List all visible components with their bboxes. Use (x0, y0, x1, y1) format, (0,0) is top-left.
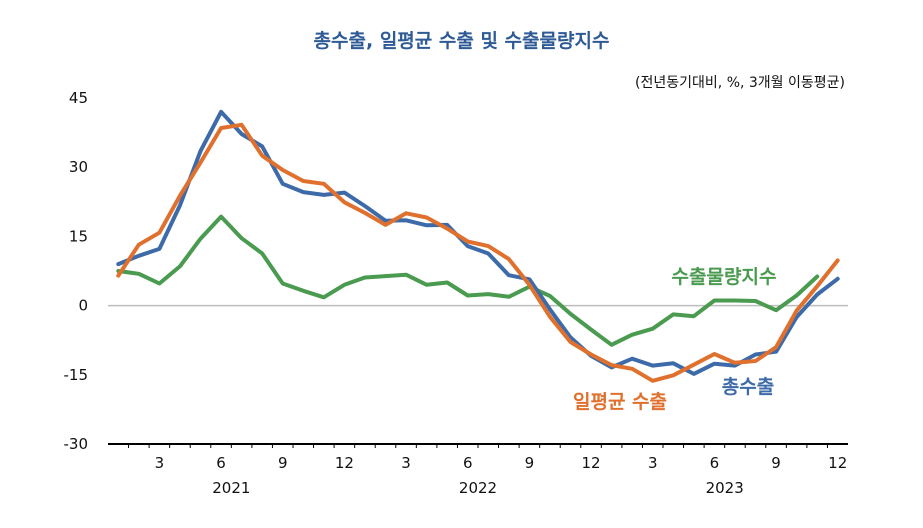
x-tick-label: 3 (155, 454, 165, 472)
x-tick-label: 6 (216, 454, 226, 472)
series-annotation: 수출물량지수 (672, 266, 777, 288)
y-tick-label: 15 (69, 227, 88, 245)
chart-subtitle: (전년동기대비, %, 3개월 이동평균) (635, 75, 845, 91)
year-label: 2021 (212, 479, 250, 497)
x-tick-label: 9 (771, 454, 781, 472)
x-tick-label: 3 (401, 454, 411, 472)
x-tick-label: 6 (710, 454, 720, 472)
y-tick-label: 0 (78, 297, 88, 315)
y-axis: 45 30 15 0 -15 -30 (64, 89, 848, 453)
y-tick-label: 30 (69, 158, 88, 176)
year-label: 2023 (706, 479, 744, 497)
y-tick-label: 45 (69, 89, 88, 107)
series-annotation: 총수출 (722, 376, 774, 398)
x-tick-label: 9 (278, 454, 288, 472)
year-label: 2022 (459, 479, 497, 497)
y-tick-label: -15 (64, 366, 89, 384)
x-tick-label: 9 (525, 454, 535, 472)
x-tick-label: 3 (648, 454, 658, 472)
x-tick-label: 12 (335, 454, 354, 472)
series-line-1 (116, 122, 840, 383)
x-tick-label: 6 (463, 454, 473, 472)
chart-title: 총수출, 일평균 수출 및 수출물량지수 (313, 30, 610, 52)
series-lines (116, 109, 840, 383)
x-tick-label: 12 (582, 454, 601, 472)
series-line-2 (116, 214, 820, 347)
x-tick-label: 12 (828, 454, 847, 472)
y-tick-label: -30 (64, 435, 89, 453)
series-annotation: 일평균 수출 (573, 391, 667, 413)
series-line-0 (116, 109, 840, 376)
x-axis: 3 6 9 12 3 6 9 12 3 6 9 12 2021 2022 2023 (108, 443, 848, 497)
